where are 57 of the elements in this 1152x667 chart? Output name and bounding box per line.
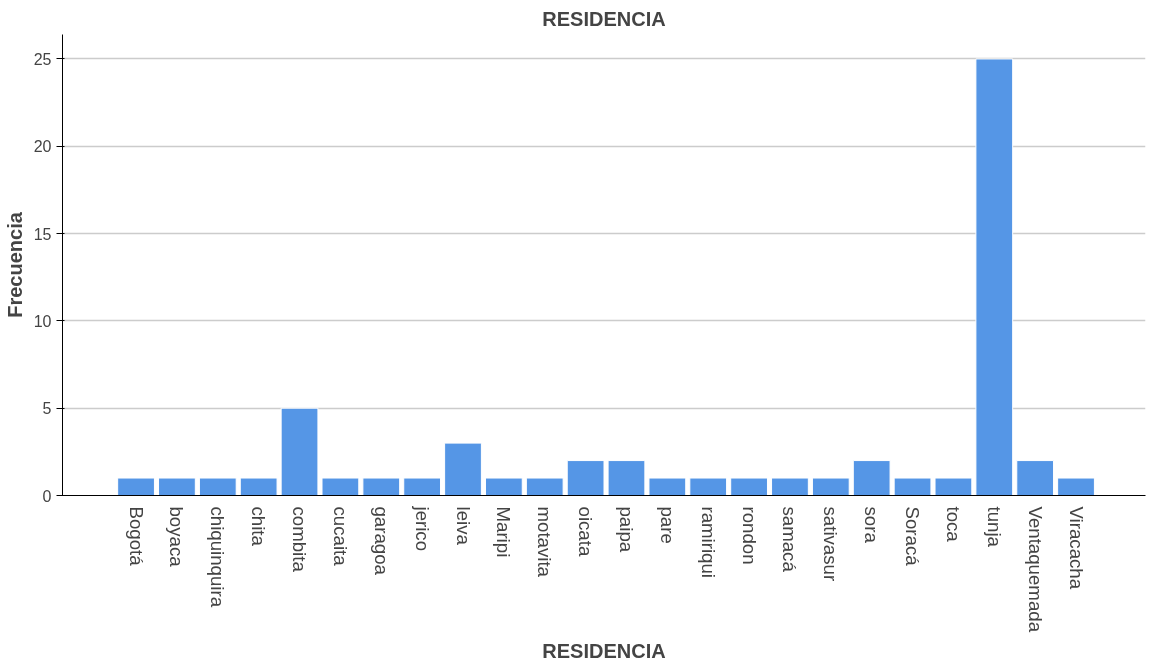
x-tick-label: Soracá — [902, 506, 924, 567]
y-axis-title: Frecuencia — [3, 211, 26, 318]
x-tick-label: tunja — [983, 506, 1005, 548]
bar — [566, 460, 605, 496]
bar — [730, 477, 768, 496]
x-tick-label: Viracacha — [1065, 506, 1087, 590]
x-axis-title: RESIDENCIA — [542, 640, 666, 663]
y-tick-label: 0 — [42, 487, 52, 505]
bar — [158, 477, 196, 496]
bar — [852, 460, 891, 496]
x-tick-label: samacá — [779, 506, 801, 573]
bar — [771, 477, 809, 496]
x-tick-label: leiva — [452, 506, 474, 546]
bar — [321, 477, 360, 496]
bar — [362, 477, 401, 496]
bar — [117, 477, 155, 496]
x-tick-label: toca — [942, 506, 964, 543]
x-tick-label: paipa — [615, 506, 637, 553]
bar — [1057, 477, 1095, 496]
x-tick-label: cucaita — [329, 506, 351, 567]
x-tick-label: motavita — [534, 506, 556, 578]
y-tick-label: 15 — [33, 225, 52, 243]
y-tick-label: 20 — [33, 138, 52, 156]
x-tick-label: chiquinquira — [207, 506, 229, 608]
y-tick-label: 5 — [42, 400, 52, 418]
bar — [934, 477, 973, 496]
bar — [811, 477, 850, 496]
bar — [484, 477, 523, 496]
x-tick-label: oicata — [575, 506, 597, 557]
x-tick-label: garagoa — [370, 506, 392, 576]
x-tick-label: sativasur — [820, 506, 842, 582]
bar — [607, 460, 646, 496]
x-tick-label: Maripi — [493, 506, 515, 558]
y-tick-label: 25 — [33, 50, 52, 68]
x-tick-label: Ventaquemada — [1024, 506, 1046, 633]
x-tick-label: Bogotá — [125, 506, 147, 567]
x-tick-label: combita — [289, 506, 311, 573]
bar — [239, 477, 278, 496]
bar — [280, 407, 319, 496]
bar — [689, 477, 728, 496]
x-tick-label: jerico — [411, 505, 433, 552]
x-tick-label: rondon — [738, 506, 760, 565]
bar — [525, 477, 564, 496]
x-tick-label: ramiriqui — [697, 506, 719, 579]
x-tick-label: sora — [861, 506, 883, 544]
x-tick-label: pare — [656, 506, 678, 544]
bar — [444, 442, 482, 496]
y-tick-label: 10 — [33, 312, 52, 330]
x-tick-label: chita — [248, 506, 270, 547]
bar — [1016, 460, 1055, 496]
x-tick-label: boyaca — [166, 506, 188, 568]
bar — [198, 477, 237, 496]
bar — [403, 477, 442, 496]
bar — [648, 477, 687, 496]
bar — [975, 58, 1014, 496]
chart-title: RESIDENCIA — [542, 7, 666, 30]
bar — [893, 477, 932, 496]
